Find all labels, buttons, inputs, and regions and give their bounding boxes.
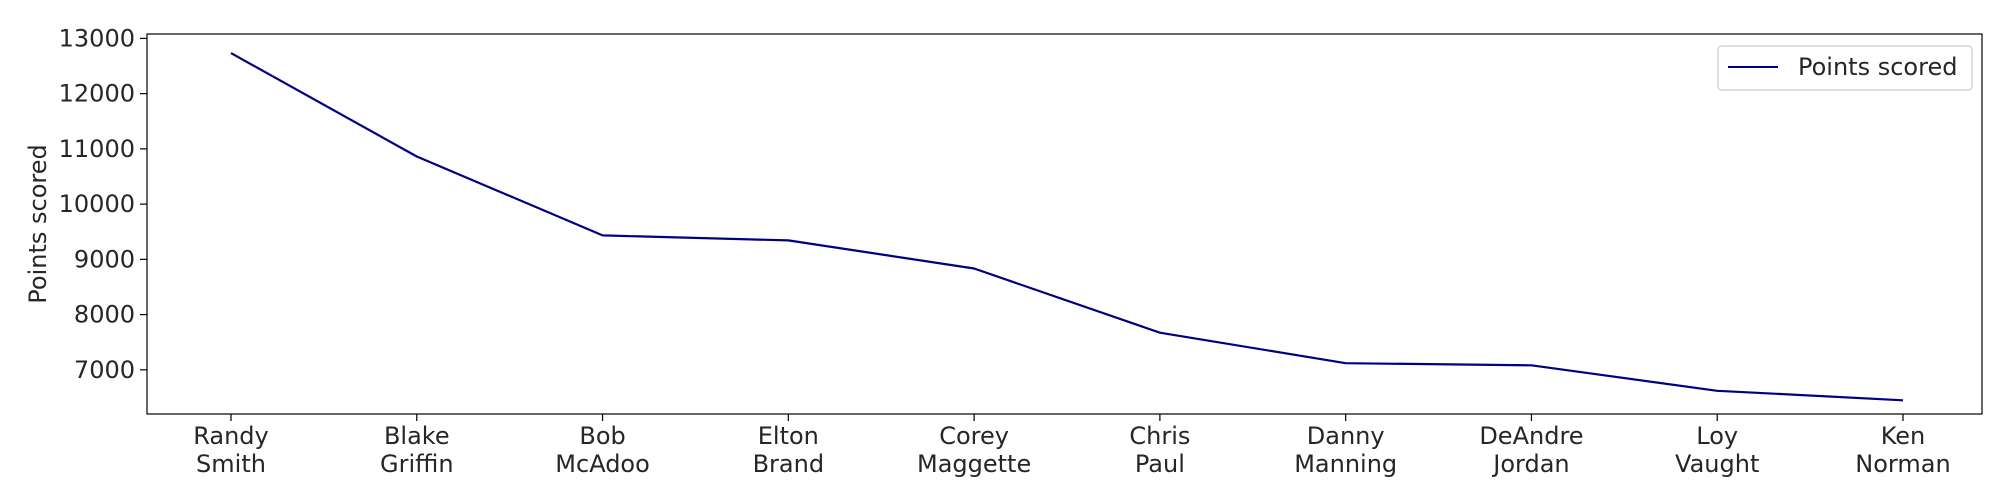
x-tick-label: Danny Manning — [1294, 422, 1397, 478]
x-tick-label: Bob McAdoo — [555, 422, 650, 478]
x-tick-label: DeAndre Jordan — [1479, 422, 1583, 478]
y-tick-label: 7000 — [74, 356, 135, 384]
x-tick-label: Ken Norman — [1855, 422, 1950, 478]
x-tick-label: Loy Vaught — [1675, 422, 1759, 478]
series-line-0 — [230, 52, 1904, 402]
y-tick-label: 13000 — [59, 24, 135, 52]
y-tick-label: 12000 — [59, 80, 135, 108]
x-tick-label: Corey Maggette — [917, 422, 1031, 478]
y-tick-label: 10000 — [59, 190, 135, 218]
y-axis: 7000 8000 9000 10000 11000 12000 13000 — [59, 24, 147, 384]
legend: Points scored — [1717, 45, 1973, 91]
y-tick-label: 9000 — [74, 245, 135, 273]
x-tick-label: Blake Griffin — [380, 422, 454, 478]
y-axis-label: Points scored — [24, 144, 52, 303]
x-axis: Randy Smith Blake Griffin Bob McAdoo Elton Bran… — [193, 414, 1951, 478]
x-tick-label: Elton Brand — [753, 422, 824, 478]
legend-label: Points scored — [1798, 53, 1957, 81]
series-layer — [230, 52, 1904, 402]
x-tick-label: Chris Paul — [1129, 422, 1190, 478]
y-tick-label: 8000 — [74, 301, 135, 329]
plot-area — [146, 33, 1983, 415]
y-tick-label: 11000 — [59, 135, 135, 163]
legend-box — [1717, 45, 1973, 91]
x-tick-label: Randy Smith — [193, 422, 269, 478]
